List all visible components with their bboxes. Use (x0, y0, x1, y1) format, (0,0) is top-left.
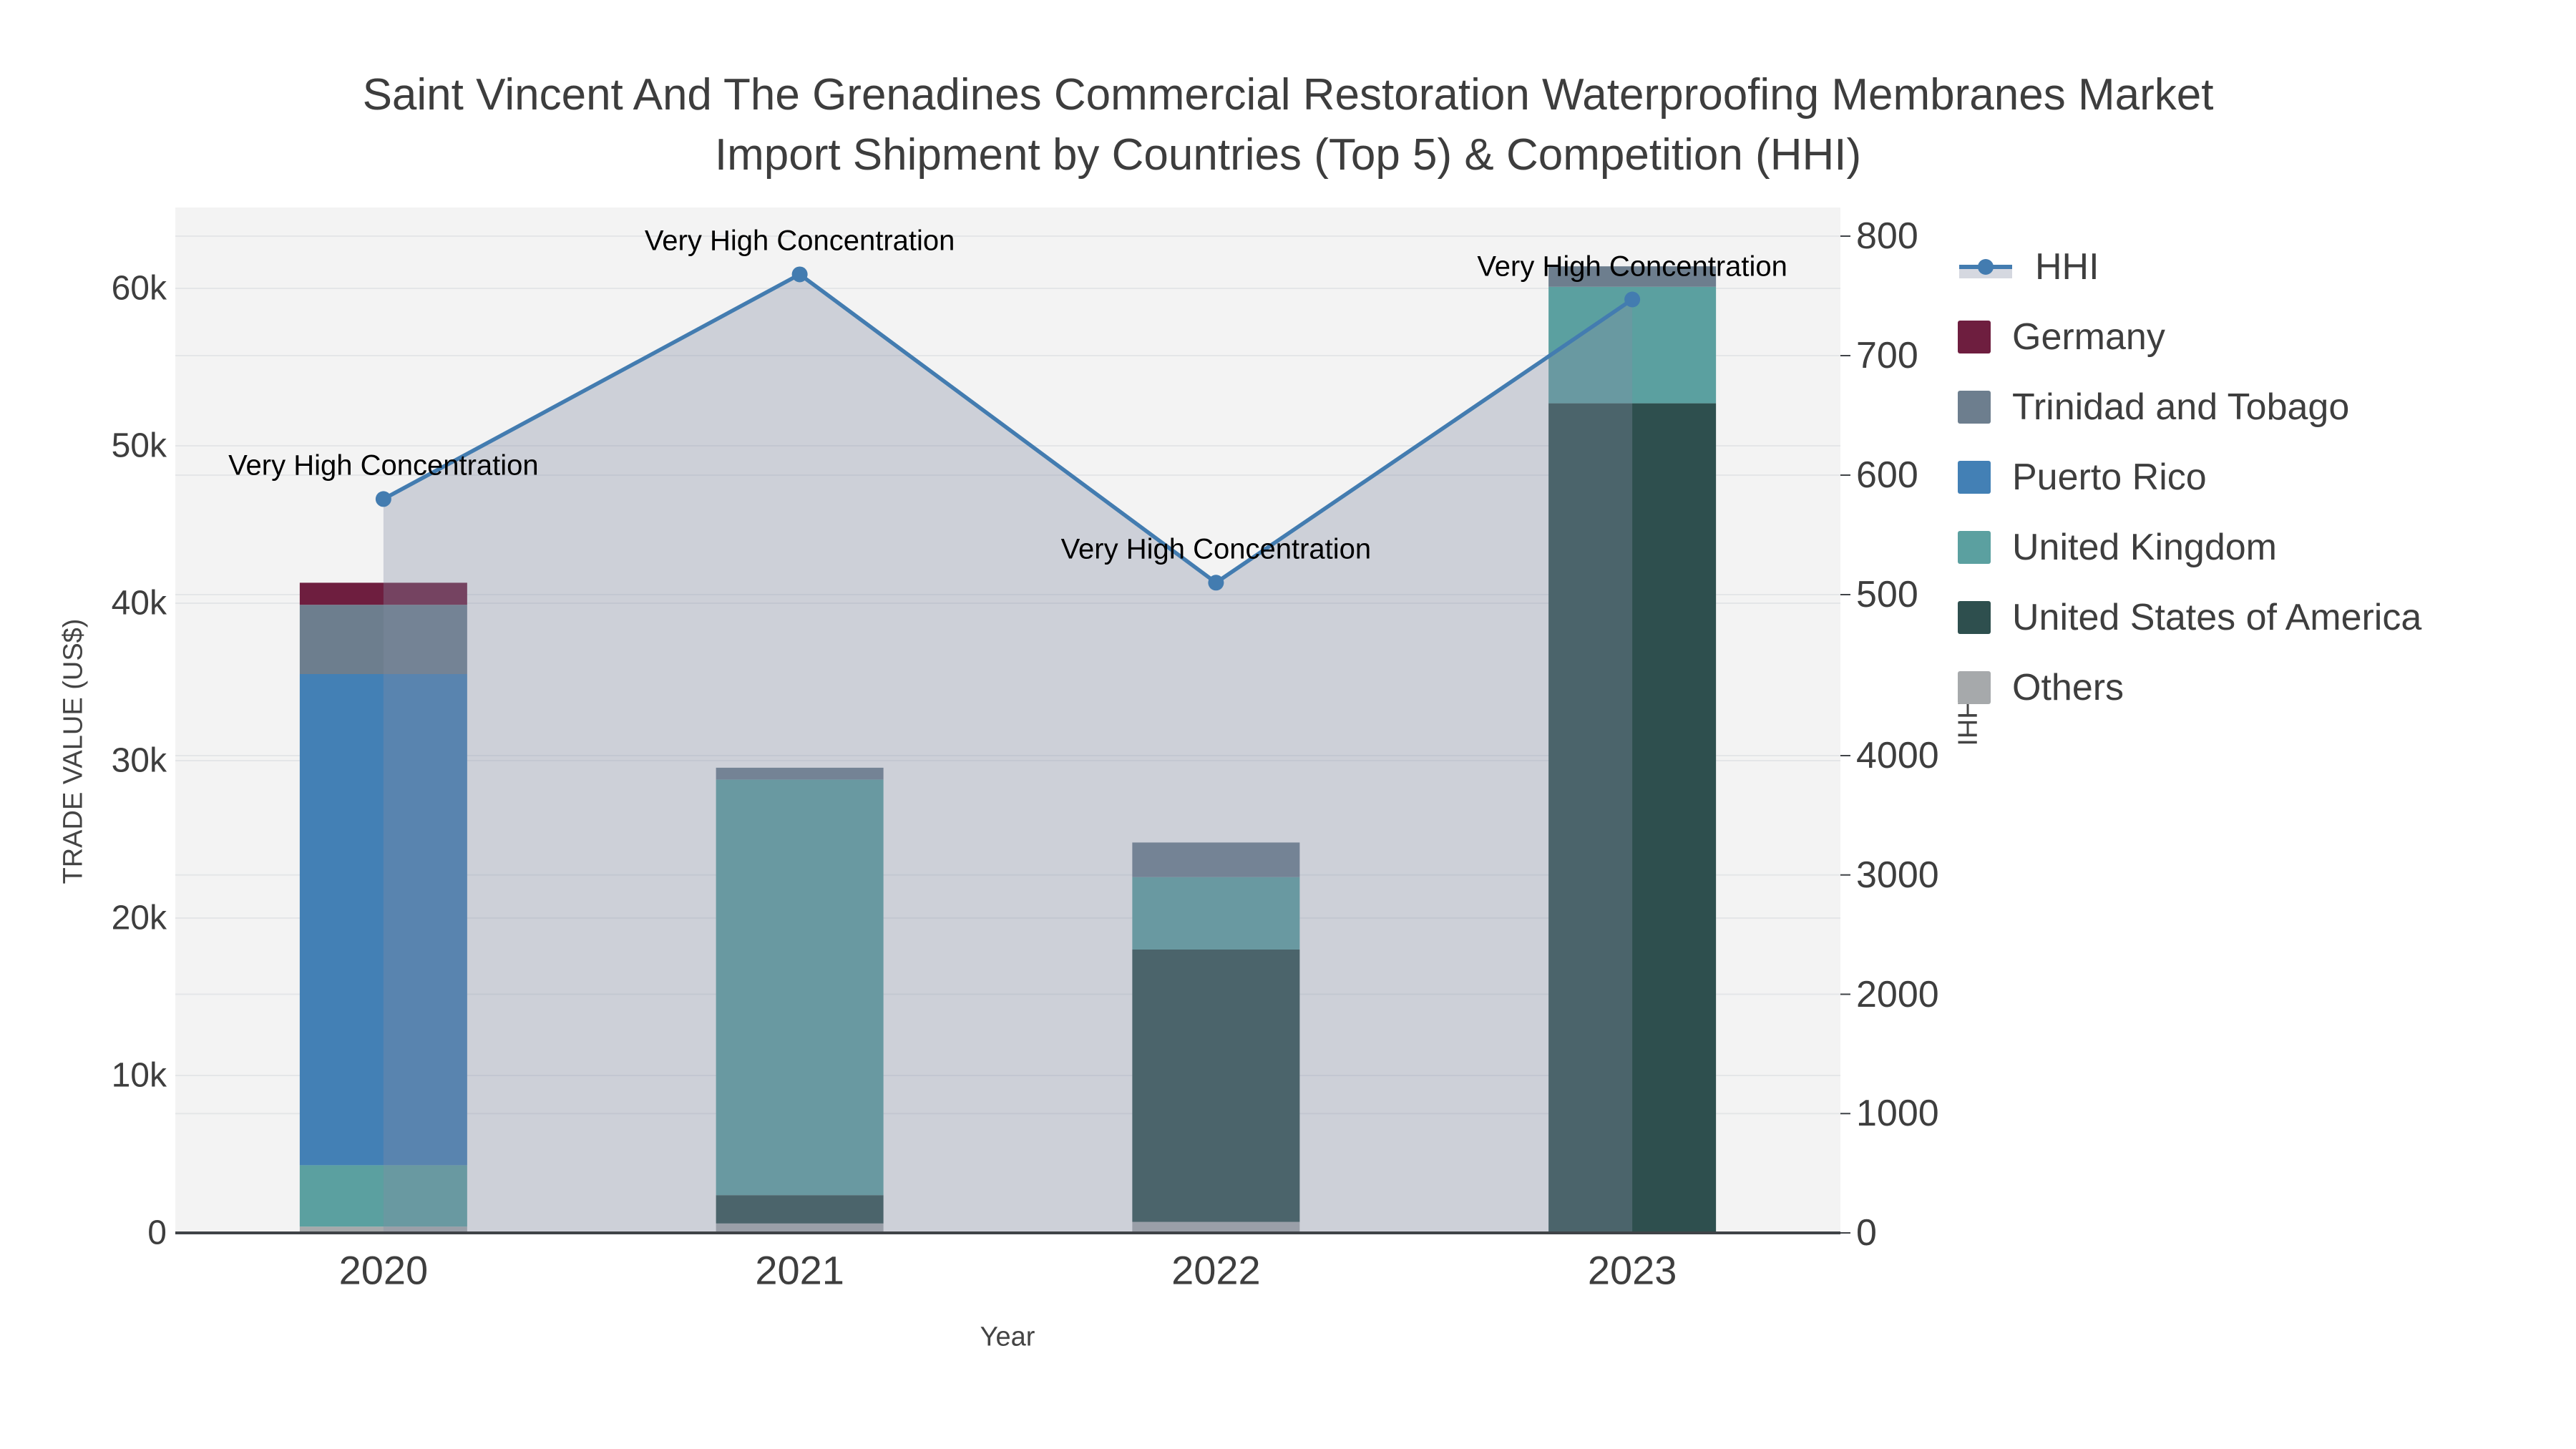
right-axis-lower-tick-label: 0 (1856, 1212, 1877, 1254)
bar-segment-2023-trinidad-and-tobago[interactable] (1548, 266, 1717, 287)
left-axis-tick-label: 0 (147, 1214, 167, 1252)
left-axis-tick-label: 40k (111, 584, 167, 623)
hhi-marker-2022[interactable] (1208, 575, 1224, 591)
right-axis-lower-tick-label: 1000 (1856, 1093, 1939, 1135)
chart-title-line1: Saint Vincent And The Grenadines Commerc… (362, 70, 2214, 119)
x-axis-tick-label: 2022 (1171, 1247, 1261, 1293)
right-axis-upper-tick-label: 500 (1856, 574, 1918, 615)
bar-segment-2021-trinidad-and-tobago[interactable] (716, 767, 884, 780)
legend-item-puerto-rico[interactable]: Puerto Rico (1958, 442, 2421, 512)
x-axis-title: Year (980, 1322, 1035, 1352)
left-axis-tick-label: 20k (111, 899, 167, 937)
right-axis-lower-tick-label: 4000 (1856, 735, 1939, 776)
legend-item-hhi[interactable]: HHI (1958, 232, 2421, 302)
legend-swatch-icon (1958, 391, 1991, 424)
legend-swatch-icon (1958, 321, 1991, 353)
chart-title-line2: Import Shipment by Countries (Top 5) & C… (714, 130, 1862, 180)
x-axis-tick-label: 2020 (338, 1247, 429, 1293)
legend-item-germany[interactable]: Germany (1958, 302, 2421, 372)
bar-segment-2020-trinidad-and-tobago[interactable] (299, 605, 467, 674)
left-axis-tick-label: 30k (111, 741, 167, 780)
legend: HHI Germany Trinidad and Tobago Puerto Rico… (1958, 232, 2421, 723)
legend-swatch-icon (1958, 671, 1991, 704)
legend-label: HHI (2035, 246, 2099, 288)
annotation-2020: Very High Concentration (228, 449, 539, 482)
legend-label: United Kingdom (2012, 527, 2277, 568)
legend-label: Puerto Rico (2012, 457, 2207, 498)
x-axis-tick-label: 2021 (755, 1247, 844, 1293)
bar-segment-2020-puerto-rico[interactable] (299, 674, 467, 1166)
bar-segment-2020-germany[interactable] (299, 582, 467, 605)
annotation-2022: Very High Concentration (1060, 533, 1372, 565)
right-axis-upper-tick-label: 700 (1856, 335, 1918, 376)
bar-segment-2022-trinidad-and-tobago[interactable] (1132, 842, 1300, 877)
left-axis-tick-label: 10k (111, 1056, 167, 1095)
right-axis-upper-tick-label: 800 (1856, 215, 1918, 257)
bar-segment-2020-others[interactable] (299, 1226, 467, 1233)
right-axis-lower-tick-label: 2000 (1856, 973, 1939, 1015)
bar-segment-2021-others[interactable] (716, 1223, 884, 1233)
legend-swatch-icon (1958, 461, 1991, 494)
legend-label: Germany (2012, 316, 2165, 358)
hhi-line (381, 272, 1634, 585)
bar-segment-2022-others[interactable] (1132, 1221, 1300, 1233)
annotation-2021: Very High Concentration (644, 225, 955, 257)
legend-label: Trinidad and Tobago (2012, 386, 2350, 428)
bar-segment-2020-united-kingdom[interactable] (299, 1165, 467, 1227)
annotation-2023: Very High Concentration (1477, 250, 1787, 282)
legend-label: Others (2012, 667, 2124, 708)
hhi-line-swatch-icon (1958, 250, 2014, 283)
bar-segment-2022-united-states-of-america[interactable] (1132, 950, 1300, 1222)
right-axis-lower-tick-label: 3000 (1856, 854, 1939, 896)
legend-item-united-kingdom[interactable]: United Kingdom (1958, 512, 2421, 582)
legend-swatch-icon (1958, 601, 1991, 634)
bar-segment-2022-united-kingdom[interactable] (1132, 877, 1300, 950)
hhi-marker-2021[interactable] (791, 266, 808, 283)
legend-item-others[interactable]: Others (1958, 653, 2421, 723)
bar-segment-2021-united-kingdom[interactable] (716, 779, 884, 1196)
hhi-marker-2020[interactable] (375, 491, 391, 507)
x-axis-tick-label: 2023 (1587, 1247, 1677, 1293)
left-axis-tick-label: 50k (111, 426, 167, 465)
right-axis-upper-tick-label: 600 (1856, 454, 1918, 496)
legend-item-trinidad-and-tobago[interactable]: Trinidad and Tobago (1958, 372, 2421, 442)
legend-label: United States of America (2012, 597, 2422, 638)
left-axis-tick-label: 60k (111, 269, 167, 308)
bar-segment-2021-united-states-of-america[interactable] (716, 1195, 884, 1224)
legend-item-united-states-of-america[interactable]: United States of America (1958, 582, 2421, 653)
left-axis-title: TRADE VALUE (US$) (58, 618, 89, 884)
legend-swatch-icon (1958, 531, 1991, 564)
hhi-marker-2023[interactable] (1624, 291, 1641, 308)
bar-segment-2023-united-states-of-america[interactable] (1548, 403, 1717, 1233)
